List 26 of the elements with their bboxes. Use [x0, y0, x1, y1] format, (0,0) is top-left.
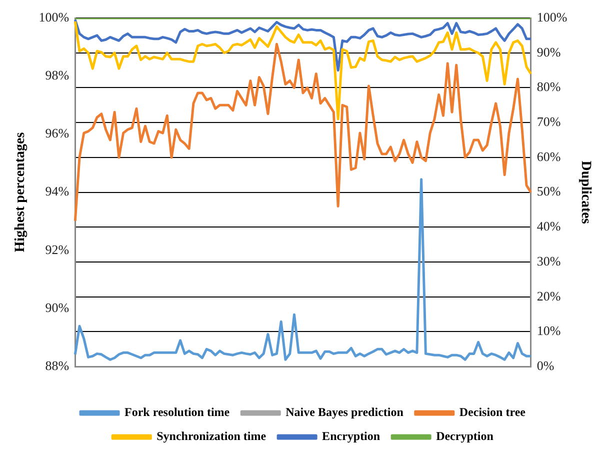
y-tick-label: 100% [38, 9, 70, 24]
y2-tick-label: 60% [536, 148, 561, 164]
y2-tick-label: 0% [536, 358, 554, 374]
legend-label: Decryption [436, 429, 494, 444]
legend-label: Naive Bayes prediction [286, 405, 404, 420]
legend-label: Synchronization time [156, 429, 267, 444]
y-tick-label: 96% [45, 126, 70, 141]
y-axis-title: Highest percentages [13, 132, 28, 252]
legend-label: Encryption [322, 429, 380, 444]
y2-tick-label: 40% [536, 218, 561, 234]
y-tick-label: 92% [45, 242, 70, 257]
y-tick-label: 90% [45, 300, 70, 315]
y2-tick-label: 10% [536, 323, 561, 338]
y-tick-label: 88% [45, 358, 70, 374]
y-tick-label: 98% [45, 68, 70, 83]
y2-tick-label: 90% [536, 44, 561, 60]
y2-tick-label: 70% [536, 114, 561, 129]
y2-tick-label: 100% [536, 9, 568, 24]
y2-tick-label: 80% [536, 79, 561, 94]
y2-tick-label: 20% [536, 288, 561, 304]
y2-tick-label: 30% [536, 253, 561, 268]
legend-label: Decision tree [459, 405, 526, 420]
y-tick-label: 94% [45, 184, 70, 199]
y2-axis-title: Duplicates [578, 160, 593, 224]
legend-label: Fork resolution time [124, 405, 230, 420]
y2-tick-label: 50% [536, 184, 561, 199]
